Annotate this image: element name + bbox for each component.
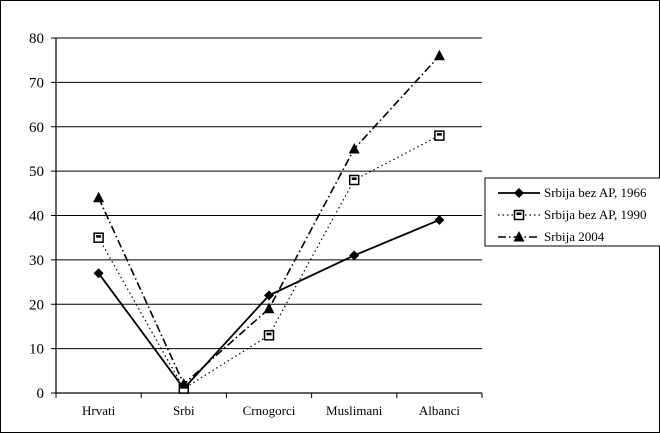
series-3-point — [178, 378, 190, 389]
y-tick-label: 50 — [29, 164, 44, 180]
y-tick-label: 10 — [29, 342, 44, 358]
series-1-point — [434, 214, 445, 225]
x-tick-label: Hrvati — [82, 403, 116, 418]
y-tick-label: 40 — [29, 209, 44, 225]
series-2-point-fill — [436, 133, 442, 136]
legend-marker-1 — [514, 188, 524, 198]
y-tick-label: 80 — [29, 31, 44, 47]
series-3-point — [433, 49, 445, 61]
legend-label-1: Srbija bez AP, 1966 — [544, 185, 647, 200]
series-1-point — [93, 268, 104, 279]
axes — [51, 37, 483, 398]
legend-label-3: Srbija 2004 — [544, 229, 605, 244]
y-tick-label: 20 — [29, 297, 44, 313]
y-tick-label: 30 — [29, 253, 44, 269]
y-tick-label: 0 — [37, 386, 45, 402]
series-2-point-fill — [96, 235, 102, 238]
x-tick-label: Srbi — [173, 403, 195, 418]
legend-label-2: Srbija bez AP, 1990 — [544, 207, 647, 222]
y-axis-tick-labels: 0 10 20 30 40 50 60 70 80 — [29, 31, 44, 402]
series-3-point — [263, 302, 275, 314]
y-tick-label: 60 — [29, 120, 44, 136]
series-1-point — [349, 250, 360, 261]
legend-marker-3 — [513, 231, 525, 242]
x-axis-tick-labels: Hrvati Srbi Crnogorci Muslimani Albanci — [82, 403, 460, 418]
series-3-point — [348, 142, 360, 154]
series-line-2 — [98, 135, 440, 390]
gridlines — [56, 37, 482, 350]
series-3-point — [93, 191, 105, 203]
x-tick-label: Muslimani — [326, 403, 383, 418]
series-2-point-fill — [266, 332, 272, 336]
legend: Srbija bez AP, 1966 Srbija bez AP, 1990 Sr… — [484, 177, 660, 247]
series-2-point-fill — [351, 177, 357, 180]
legend-marker-2-fill — [516, 212, 522, 215]
plot-series — [93, 49, 445, 394]
y-tick-label: 70 — [29, 75, 44, 91]
x-tick-label: Albanci — [419, 403, 461, 418]
x-tick-label: Crnogorci — [243, 403, 296, 418]
series-1-point — [264, 290, 274, 301]
